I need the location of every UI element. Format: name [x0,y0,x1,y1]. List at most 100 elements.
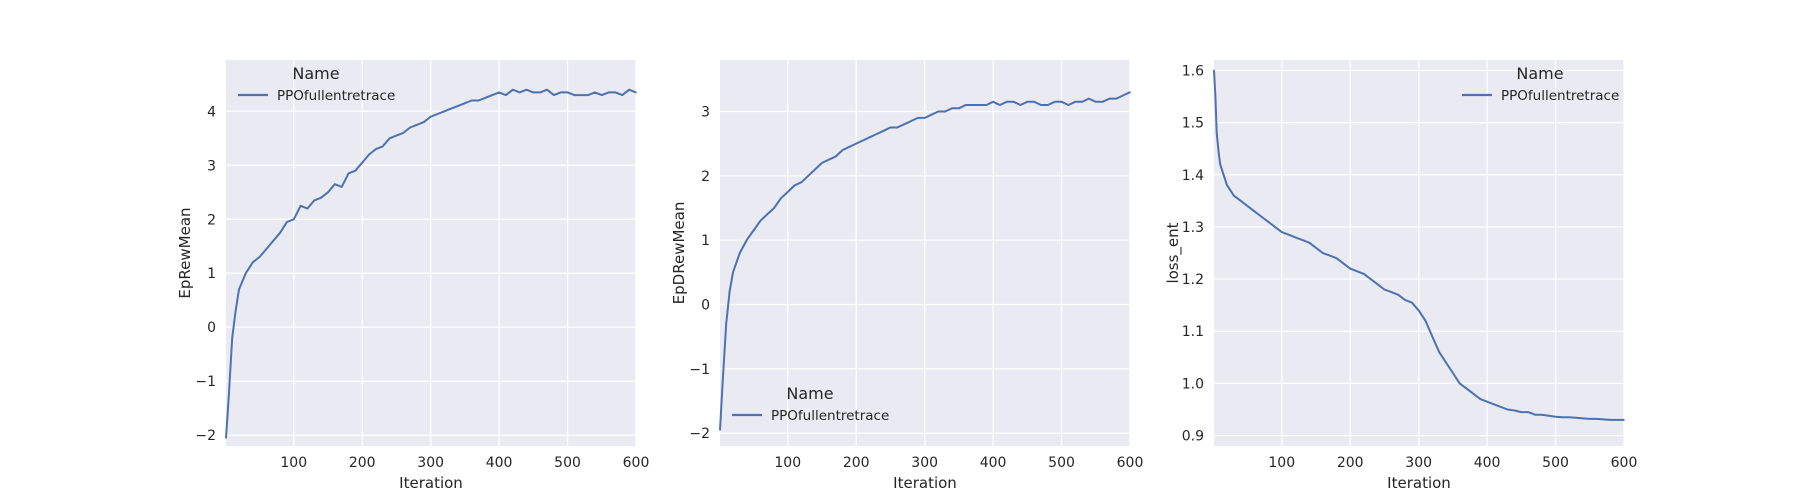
x-tick-label: 400 [486,455,513,471]
data-point [368,153,370,156]
x-axis-label: Iteration [1387,474,1451,492]
data-point [773,207,775,209]
data-point [1281,231,1283,233]
data-point [539,91,541,94]
y-tick-label: −1 [689,362,710,378]
data-point [1095,101,1097,103]
data-point [944,110,946,113]
legend-title: Name [1516,64,1563,83]
data-point [1472,393,1475,395]
data-point [1260,215,1262,218]
data-point [1218,153,1220,155]
y-tick-label: 1.0 [1182,376,1204,392]
data-point [814,168,816,171]
data-point [855,142,857,145]
data-point [1047,104,1049,106]
x-tick-label: 200 [843,455,870,471]
data-point [320,196,322,199]
data-point [848,146,851,148]
data-point [951,107,953,110]
data-point [1287,233,1290,236]
data-point [1506,408,1509,411]
data-point [1267,220,1269,223]
data-point [381,145,384,148]
data-point [299,205,302,207]
data-point [1575,417,1577,419]
data-point [566,91,569,94]
data-point [1363,273,1365,275]
data-point [607,91,610,94]
data-point [505,94,507,96]
data-point [1012,101,1015,103]
data-point [971,104,974,106]
data-point [450,107,453,110]
data-point [1431,335,1434,338]
y-axis-label: loss_ent [1164,222,1183,283]
data-point [1006,101,1008,103]
data-point [719,429,721,431]
data-point [464,102,466,104]
data-point [293,218,295,221]
data-point [1342,262,1345,265]
data-point [635,91,637,94]
data-point [1554,416,1557,418]
y-tick-label: 1.3 [1182,220,1204,236]
y-tick-label: 0 [207,320,216,336]
data-point [532,91,535,94]
data-point [354,169,357,172]
x-tick-label: 100 [774,455,801,471]
data-point [732,271,734,274]
data-point [1213,69,1215,72]
data-point [512,88,514,91]
data-point [234,310,237,312]
data-point [1335,257,1338,260]
data-point [739,252,741,254]
data-point [910,120,912,122]
data-point [1417,309,1420,312]
legend-title: Name [786,384,833,403]
data-point [1301,239,1304,241]
y-tick-label: 1 [701,233,710,249]
legend-label: PPOfullentretrace [277,88,395,104]
data-point [573,94,576,96]
data-point [272,240,275,242]
data-point [964,104,967,106]
x-tick-label: 300 [417,455,444,471]
data-point [286,221,288,223]
x-tick-label: 600 [1611,455,1638,471]
data-point [1019,104,1022,106]
data-point [1115,97,1118,100]
data-point [787,191,789,193]
y-tick-label: 1 [207,266,216,282]
y-tick-label: −2 [689,426,710,442]
data-point [807,175,810,177]
y-tick-label: 0 [701,297,710,313]
data-point [1215,132,1218,134]
data-point [327,191,329,194]
data-point [334,183,336,185]
data-point [1486,400,1488,403]
data-point [279,232,281,234]
data-point [416,124,418,126]
data-point [525,88,528,91]
data-point [1246,205,1249,207]
data-point [340,186,343,188]
data-point [587,94,589,96]
data-point [395,134,398,137]
data-point [1609,419,1612,421]
legend-title: Name [292,64,339,83]
legend: Name PPOfullentretrace [238,64,395,104]
data-point [917,117,919,119]
data-point [1397,293,1399,296]
data-point [1322,252,1324,254]
x-tick-label: 100 [1268,455,1295,471]
data-point [1500,406,1502,408]
x-axis-label: Iteration [893,474,957,492]
y-tick-label: 1.2 [1182,272,1204,288]
data-point [1568,416,1570,419]
chart-panel-1: 100 200 300 400 500 600 −2 −1 0 1 2 3 4 Iteration EpRe… [176,60,649,492]
data-point [1222,174,1225,176]
data-point [559,91,562,94]
data-point [752,229,755,232]
